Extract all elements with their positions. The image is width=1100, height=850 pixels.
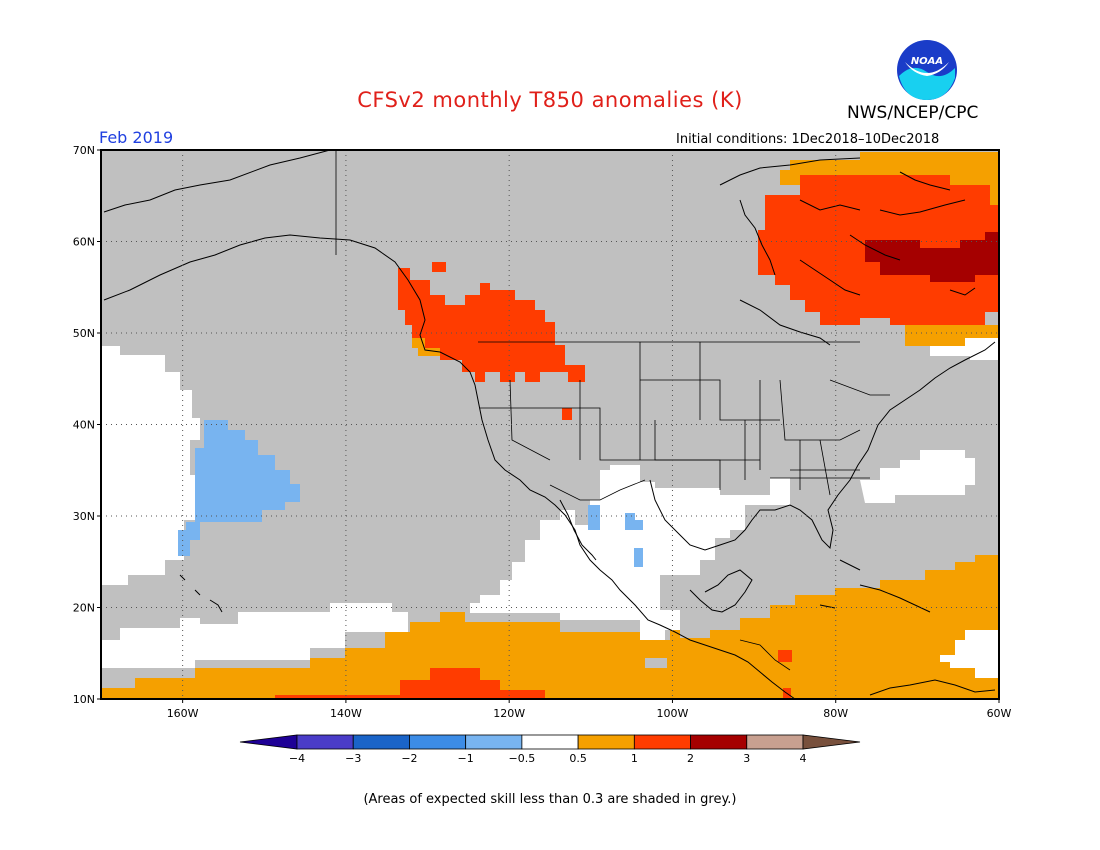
forecast-month-label: Feb 2019	[99, 128, 174, 147]
colorbar-label: −2	[401, 752, 417, 765]
white-region-labrador	[930, 338, 999, 360]
positive-anomaly-red-spot-utah	[562, 408, 572, 420]
white-region-pacific	[101, 346, 200, 585]
negative-anomaly-mexico-3	[634, 548, 643, 567]
latitude-label: 20N	[73, 602, 95, 615]
longitude-labels: 160W 140W 120W 100W 80W 60W	[167, 699, 1012, 720]
white-region-subtropics	[101, 603, 408, 668]
latitude-label: 30N	[73, 510, 95, 523]
positive-anomaly-red-spot-bc	[432, 262, 446, 272]
positive-anomaly-darkred-quebec	[865, 232, 999, 282]
longitude-label: 60W	[987, 707, 1012, 720]
positive-anomaly-red-bc	[398, 268, 585, 382]
longitude-label: 80W	[823, 707, 848, 720]
positive-anomaly-orange-tropics	[101, 555, 999, 699]
colorbar-arrow-high	[802, 734, 861, 750]
colorbar-label: −1	[458, 752, 474, 765]
colorbar-swatch	[409, 734, 467, 750]
colorbar-swatch	[746, 734, 804, 750]
longitude-label: 160W	[167, 707, 199, 720]
colorbar-label: 4	[800, 752, 807, 765]
colorbar-swatch	[296, 734, 354, 750]
colorbar-label: −3	[345, 752, 361, 765]
organization-label: NWS/NCEP/CPC	[847, 103, 979, 123]
coastlines	[103, 150, 996, 699]
longitude-label: 120W	[493, 707, 525, 720]
white-region-atlantic	[860, 450, 975, 503]
low-skill-grey-patch	[645, 658, 667, 668]
colorbar-arrow-low	[239, 734, 298, 750]
latitude-label: 10N	[73, 693, 95, 706]
colorbar-swatch	[633, 734, 691, 750]
colorbar-label: 0.5	[569, 752, 587, 765]
negative-anomaly-mexico-1	[588, 505, 600, 530]
colorbar: −4 −3 −2 −1 −0.5 0.5 1 2 3 4	[239, 734, 861, 765]
chart-title: CFSv2 monthly T850 anomalies (K)	[357, 88, 743, 112]
colorbar-swatch	[465, 734, 523, 750]
noaa-logo-icon: NOAA	[897, 40, 957, 100]
colorbar-label: −4	[289, 752, 305, 765]
colorbar-label: −0.5	[509, 752, 536, 765]
positive-anomaly-red-spot-honduras	[778, 650, 792, 662]
colorbar-label: 2	[687, 752, 694, 765]
colorbar-swatch	[577, 734, 635, 750]
positive-anomaly-orange-labrador	[905, 325, 999, 346]
negative-anomaly-mexico-2	[625, 513, 643, 530]
white-region-caribbean	[940, 630, 999, 678]
footer-note: (Areas of expected skill less than 0.3 a…	[363, 792, 737, 807]
political-borders	[335, 150, 890, 671]
colorbar-swatch	[352, 734, 410, 750]
colorbar-label: 1	[631, 752, 638, 765]
positive-anomaly-red-tropics	[275, 668, 545, 699]
latitude-label: 50N	[73, 327, 95, 340]
white-region-mexico	[470, 465, 790, 640]
latitude-label: 60N	[73, 236, 95, 249]
positive-anomaly-orange-canada	[780, 152, 999, 205]
map-canvas	[101, 150, 999, 699]
initial-conditions-label: Initial conditions: 1Dec2018–10Dec2018	[676, 132, 940, 147]
latitude-labels: 70N 60N 50N 40N 30N 20N 10N	[73, 144, 101, 706]
latitude-label: 70N	[73, 144, 95, 157]
latitude-label: 40N	[73, 419, 95, 432]
colorbar-label: 3	[743, 752, 750, 765]
longitude-label: 140W	[330, 707, 362, 720]
negative-anomaly-pacific	[178, 420, 300, 556]
colorbar-swatch	[690, 734, 748, 750]
colorbar-swatch	[521, 734, 579, 750]
logo-text: NOAA	[911, 56, 943, 67]
longitude-label: 100W	[657, 707, 689, 720]
